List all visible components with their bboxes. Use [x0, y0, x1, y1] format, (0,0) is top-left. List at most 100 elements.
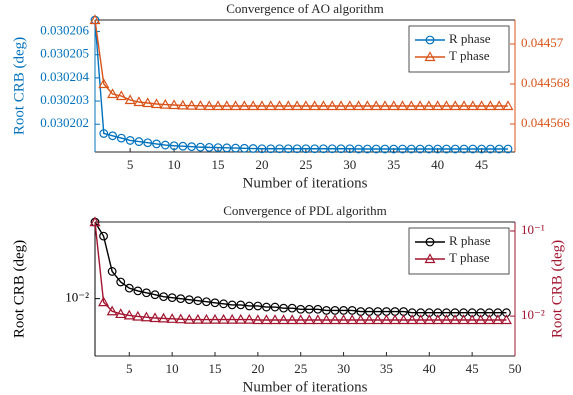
marker — [458, 314, 470, 325]
marker — [345, 144, 355, 154]
marker — [380, 314, 392, 325]
y-tick-label: 0.030204 — [40, 69, 89, 84]
marker — [424, 253, 436, 264]
marker — [177, 99, 189, 110]
marker — [326, 100, 338, 111]
x-tick-label: 10 — [166, 361, 179, 376]
marker — [432, 314, 444, 325]
marker — [415, 314, 427, 325]
legend-box — [408, 227, 510, 275]
marker — [406, 314, 418, 325]
marker — [196, 142, 205, 152]
marker — [476, 100, 488, 111]
marker — [133, 96, 145, 107]
marker — [222, 143, 232, 153]
marker — [108, 131, 117, 141]
marker — [500, 314, 512, 325]
chart-title: Convergence of AO algorithm — [226, 1, 384, 16]
marker — [243, 313, 255, 324]
marker — [335, 100, 347, 111]
marker — [361, 100, 373, 111]
marker — [389, 144, 399, 154]
x-tick-label: 20 — [255, 157, 268, 172]
marker — [440, 100, 452, 111]
marker — [466, 314, 478, 325]
marker — [353, 100, 365, 111]
y-tick-label: 0.030202 — [40, 115, 89, 130]
marker — [475, 314, 487, 325]
marker — [379, 100, 391, 111]
marker — [107, 267, 117, 276]
marker — [202, 297, 211, 307]
marker — [459, 144, 469, 154]
marker — [152, 139, 161, 149]
marker — [193, 296, 203, 306]
marker — [309, 100, 321, 111]
marker — [184, 295, 194, 305]
marker — [287, 303, 297, 313]
marker — [89, 14, 101, 25]
marker — [256, 100, 268, 111]
marker — [219, 299, 228, 309]
series-line — [94, 221, 507, 314]
x-tick-label: 30 — [337, 361, 350, 376]
marker — [116, 133, 126, 143]
marker — [248, 144, 258, 153]
marker — [484, 100, 496, 111]
marker — [213, 143, 223, 153]
marker — [200, 313, 212, 324]
marker — [372, 314, 384, 325]
marker — [389, 314, 401, 325]
x-tick-label: 45 — [466, 361, 479, 376]
x-tick-label: 25 — [294, 361, 307, 376]
marker — [125, 136, 135, 145]
marker — [149, 312, 161, 323]
marker — [424, 51, 436, 62]
marker — [239, 143, 249, 153]
y-tick-label: 10⁻² — [65, 290, 89, 305]
marker — [169, 141, 179, 151]
x-tick-label: 15 — [212, 157, 225, 172]
marker — [398, 314, 410, 325]
marker — [140, 311, 152, 322]
x-tick-label: 30 — [343, 157, 356, 172]
marker — [116, 277, 126, 287]
marker — [150, 98, 163, 109]
y2-tick-label: 0.04457 — [521, 35, 564, 50]
marker — [320, 314, 332, 325]
marker — [355, 314, 367, 325]
marker — [98, 296, 110, 307]
x-tick-label: 5 — [127, 157, 134, 172]
marker — [252, 314, 264, 325]
marker — [106, 305, 118, 316]
marker — [167, 293, 177, 303]
y2-tick-label: 0.044566 — [521, 115, 570, 130]
marker — [300, 100, 312, 111]
marker — [159, 292, 168, 302]
marker — [282, 100, 294, 111]
marker — [275, 144, 284, 154]
y-tick-label: 0.030206 — [40, 23, 89, 38]
marker — [166, 313, 178, 323]
marker — [175, 313, 187, 324]
marker — [115, 90, 127, 101]
y-axis-label: Root CRB (deg) — [11, 37, 27, 135]
marker — [186, 99, 198, 110]
x-tick-label: 10 — [168, 157, 181, 172]
legend-box — [408, 25, 510, 73]
marker — [313, 304, 323, 314]
marker — [142, 288, 151, 298]
marker — [467, 100, 479, 111]
marker — [291, 100, 303, 111]
marker — [123, 309, 135, 320]
x-tick-label: 20 — [251, 361, 264, 376]
marker — [107, 88, 119, 99]
marker — [344, 100, 356, 111]
marker — [204, 142, 214, 152]
marker — [425, 35, 435, 45]
marker — [442, 144, 451, 154]
marker — [124, 283, 134, 293]
marker — [414, 100, 426, 111]
marker — [370, 100, 382, 111]
